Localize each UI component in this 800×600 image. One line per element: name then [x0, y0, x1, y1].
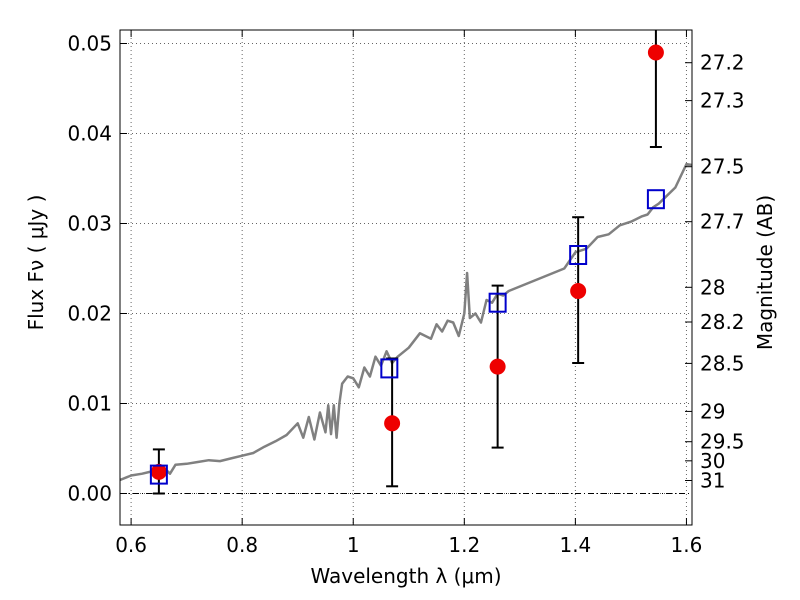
- x-tick-label: 1.4: [559, 533, 591, 557]
- grid: [120, 30, 692, 525]
- model-flux-square: [149, 464, 168, 485]
- x-tick-label: 1: [347, 533, 360, 557]
- x-axis-label: Wavelength λ (μm): [310, 564, 501, 588]
- y2-tick-label: 28.2: [700, 310, 745, 334]
- observed-flux-point: [570, 283, 587, 299]
- y2-tick-label: 29: [700, 399, 725, 423]
- y-axis-label: Flux Fν ( μJy ): [24, 195, 48, 331]
- y2-tick-label: 28.5: [700, 351, 745, 375]
- x-tick-label: 0.6: [115, 533, 147, 557]
- model-flux-square: [646, 189, 665, 210]
- observed-flux-point: [384, 415, 401, 432]
- model-spectrum-line: [119, 162, 693, 482]
- y-tick-label: 0.03: [67, 212, 112, 236]
- y-tick-label: 0.00: [67, 482, 112, 506]
- y2-axis-label: Magnitude (AB): [753, 195, 777, 350]
- y2-tick-label: 27.5: [700, 155, 745, 179]
- y-tick-label: 0.04: [67, 122, 112, 146]
- y2-tick-label: 27.7: [700, 210, 745, 234]
- y2-tick-label: 28: [700, 275, 725, 299]
- observed-flux-point: [150, 463, 167, 480]
- plot-frame: [119, 29, 693, 526]
- y2-tick-label: 29.5: [700, 430, 745, 454]
- observed-flux-point: [647, 44, 664, 61]
- y-tick-label: 0.05: [67, 32, 112, 56]
- y-tick-label: 0.01: [67, 392, 112, 416]
- observed-flux-point: [489, 358, 506, 375]
- ticks: 0.6 0.8 1 1.2 1.4 1.6 0.00 0.01 0.02 0.03 0.04 0.05…: [67, 30, 745, 557]
- x-tick-label: 1.2: [448, 533, 480, 557]
- y2-tick-label: 31: [700, 468, 725, 492]
- model-flux-square: [569, 245, 588, 265]
- y2-tick-label: 27.3: [700, 89, 745, 113]
- y2-tick-label: 27.2: [700, 51, 745, 75]
- y2-tick-label: 30: [700, 449, 725, 473]
- model-flux-square: [488, 292, 507, 313]
- y-tick-label: 0.02: [67, 302, 112, 326]
- model-flux-square: [380, 358, 399, 379]
- plot-area: [119, 30, 693, 495]
- x-tick-label: 0.8: [226, 533, 258, 557]
- x-tick-label: 1.6: [671, 533, 703, 557]
